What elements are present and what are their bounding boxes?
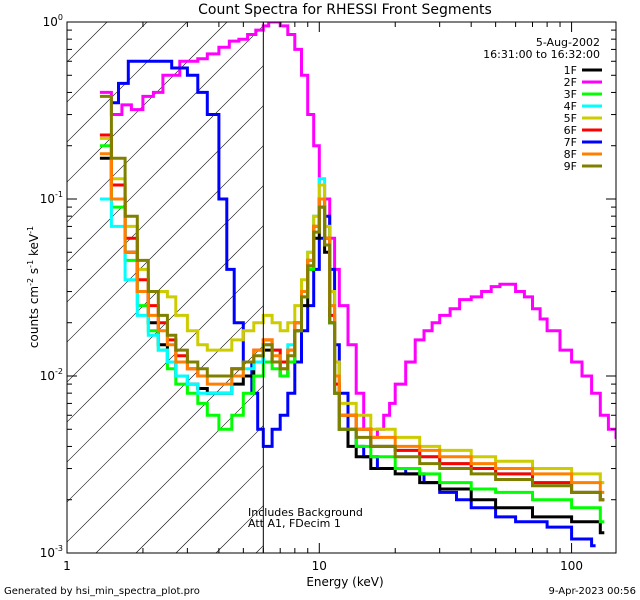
series-line-5f — [99, 136, 605, 485]
hatch-line-5 — [67, 25, 264, 223]
legend-label-9f: 9F — [564, 160, 577, 173]
series-line-2f — [99, 22, 616, 439]
plot-frame — [66, 21, 617, 554]
legend-label-5f: 5F — [564, 112, 577, 125]
annotation-attenuator: Att A1, FDecim 1 — [248, 517, 341, 530]
hatch-line-10 — [67, 225, 264, 423]
hatch-line-14 — [95, 385, 264, 553]
hatch-line-11 — [67, 265, 264, 463]
footer-timestamp: 9-Apr-2023 00:56 — [549, 586, 636, 597]
hatch-line-3 — [67, 22, 188, 143]
axis-ticks: 1 10 100 100 10-1 10-2 10-3 — [40, 13, 616, 573]
chart-title: Count Spectra for RHESSI Front Segments — [198, 2, 492, 18]
legend-time-range: 16:31:00 to 16:32:00 — [483, 48, 600, 61]
series-line-7f — [111, 59, 596, 548]
hatch-line-9 — [67, 185, 264, 383]
hatch-line-7 — [67, 105, 264, 303]
hatch-line-1 — [67, 22, 108, 63]
hatch-line-15 — [135, 425, 264, 553]
y-tick-label--3: 10-3 — [40, 544, 63, 560]
series-layer — [99, 22, 616, 548]
hatch-line-6 — [67, 65, 264, 263]
hatch-line-12 — [67, 305, 264, 503]
annotation-background: Includes Background — [248, 506, 363, 519]
series-line-8f — [99, 152, 605, 494]
y-axis-label: counts cm-2 s-1 keV-1 — [26, 226, 41, 348]
y-tick-label--1: 10-1 — [40, 190, 63, 206]
x-axis-label: Energy (keV) — [306, 575, 383, 589]
hatch-line-8 — [67, 145, 264, 343]
legend-label-7f: 7F — [564, 136, 577, 149]
y-tick-label--2: 10-2 — [40, 367, 63, 383]
legend-label-6f: 6F — [564, 124, 577, 137]
x-tick-label-10: 10 — [312, 559, 327, 573]
legend-label-8f: 8F — [564, 148, 577, 161]
legend-label-2f: 2F — [564, 76, 577, 89]
series-line-9f — [99, 94, 605, 502]
legend-date: 5-Aug-2002 — [536, 36, 600, 49]
legend-label-4f: 4F — [564, 100, 577, 113]
footer-generated-by: Generated by hsi_min_spectra_plot.pro — [4, 586, 200, 597]
legend-label-3f: 3F — [564, 88, 577, 101]
legend-label-1f: 1F — [564, 64, 577, 77]
x-tick-label-100: 100 — [560, 559, 583, 573]
hatch-line-2 — [67, 22, 148, 103]
x-tick-label-1: 1 — [63, 559, 71, 573]
hatch-line-13 — [67, 345, 264, 543]
y-tick-label-0: 100 — [43, 13, 63, 29]
